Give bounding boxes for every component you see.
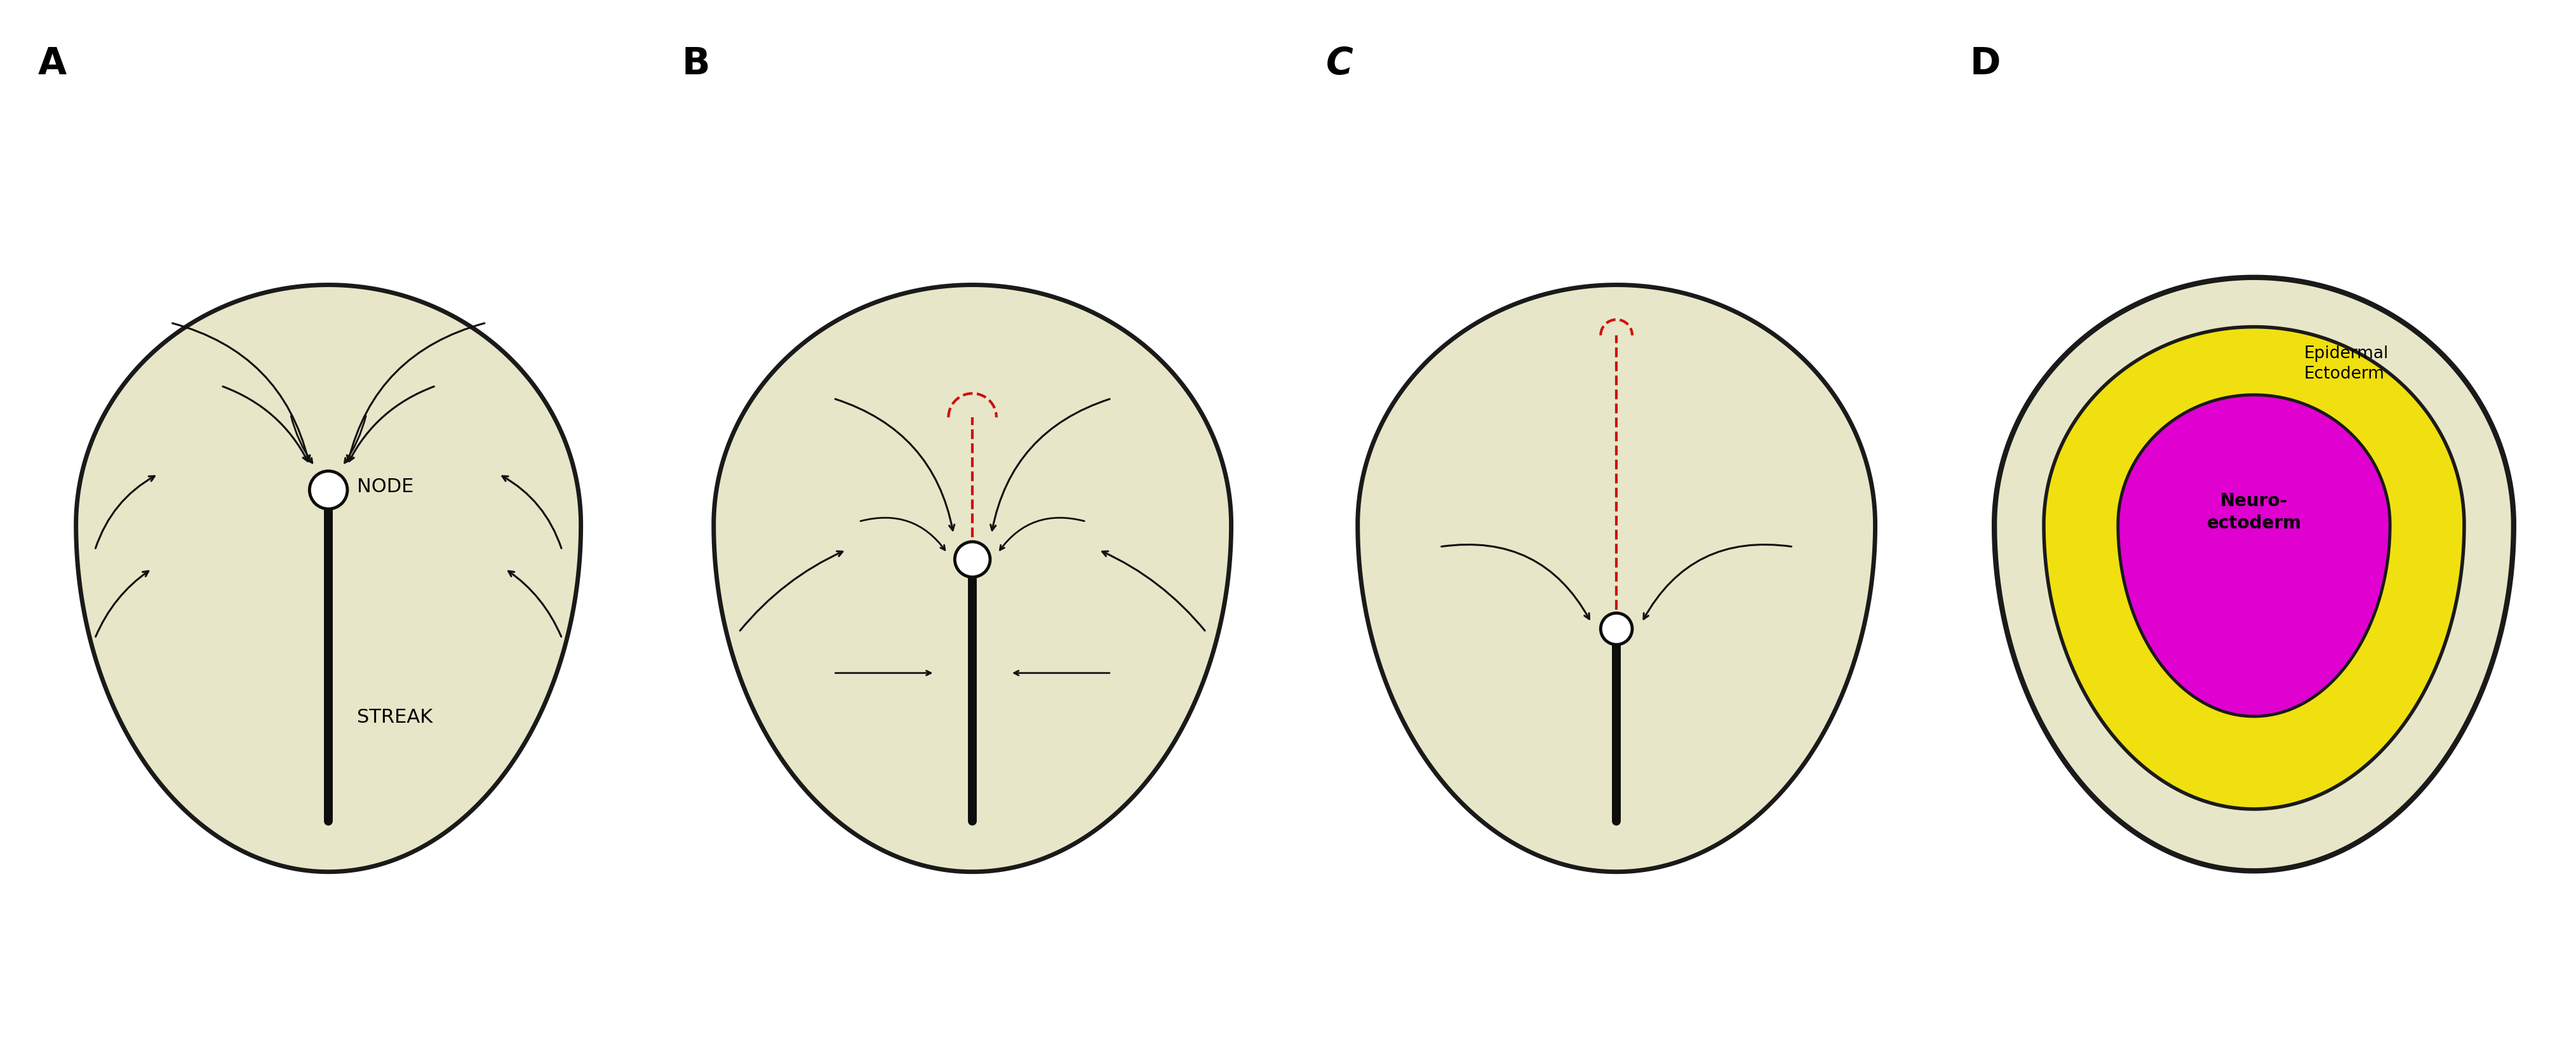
Text: NODE: NODE <box>358 478 415 496</box>
Polygon shape <box>77 285 582 872</box>
Polygon shape <box>1358 285 1875 872</box>
Text: STREAK: STREAK <box>358 708 433 726</box>
Polygon shape <box>2043 327 2465 809</box>
Text: Neuro-
ectoderm: Neuro- ectoderm <box>2208 492 2300 532</box>
Circle shape <box>309 471 348 509</box>
Polygon shape <box>1994 277 2514 871</box>
Circle shape <box>956 541 989 577</box>
Circle shape <box>1600 613 1633 644</box>
Text: C: C <box>1327 46 1352 82</box>
Text: Epidermal
Ectoderm: Epidermal Ectoderm <box>2303 346 2388 382</box>
Text: D: D <box>1971 46 2002 82</box>
Polygon shape <box>714 285 1231 872</box>
Polygon shape <box>2117 395 2391 716</box>
Text: A: A <box>39 46 67 82</box>
Text: B: B <box>683 46 711 82</box>
